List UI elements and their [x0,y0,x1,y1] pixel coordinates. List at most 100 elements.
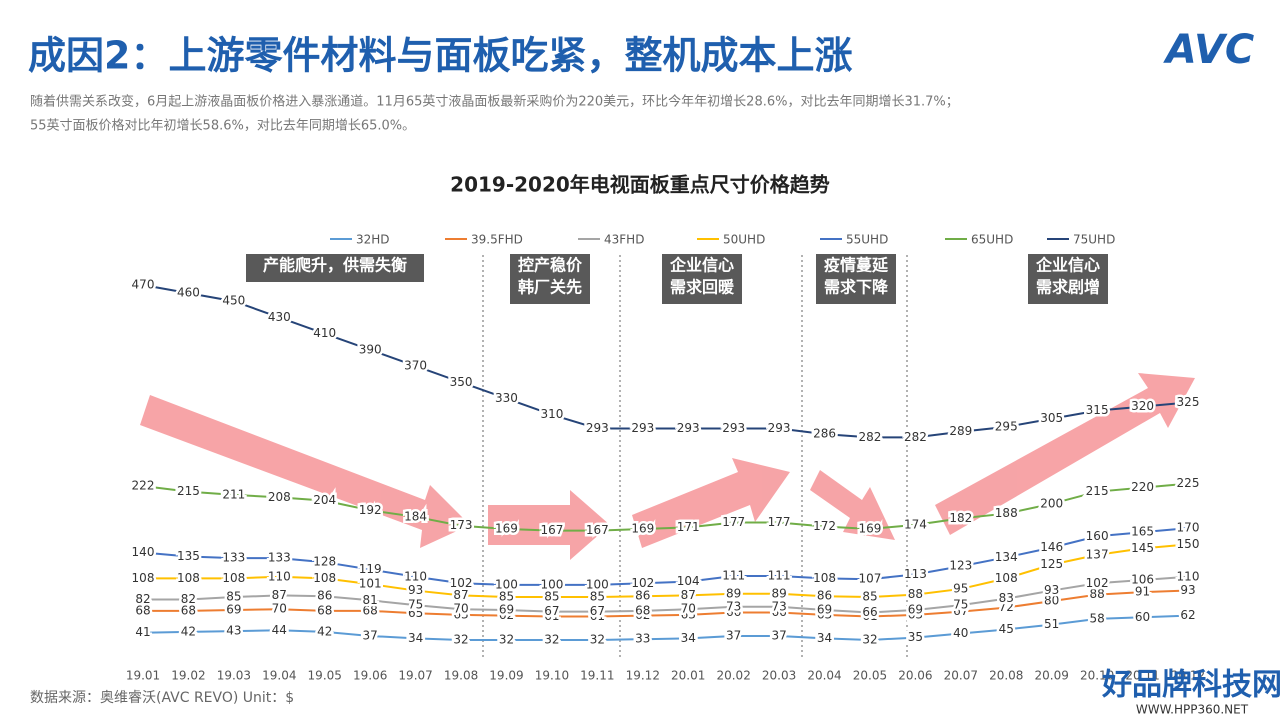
watermark: 好品牌科技网 [1101,668,1280,703]
data-label: 370 [404,359,427,373]
data-label: 325 [1177,395,1200,409]
x-tick-label: 20.03 [762,669,796,683]
data-label: 215 [1086,484,1109,498]
data-label: 85 [544,590,559,604]
data-label: 43 [226,624,241,638]
data-label: 68 [635,603,650,617]
data-label: 35 [908,630,923,644]
data-label: 134 [995,550,1018,564]
data-label: 119 [359,562,382,576]
data-label: 87 [681,588,696,602]
data-label: 42 [181,624,196,638]
data-label: 169 [631,521,654,535]
data-label: 104 [677,574,700,588]
data-label: 85 [862,590,877,604]
data-label: 293 [722,421,745,435]
data-label: 87 [272,588,287,602]
data-label: 111 [768,568,791,582]
data-label: 73 [726,599,741,613]
x-tick-label: 19.02 [171,669,205,683]
data-label: 93 [1180,583,1195,597]
data-label: 110 [1177,569,1200,583]
data-label: 44 [272,623,287,637]
data-label: 123 [949,559,972,573]
subtitle: 55英寸面板价格对比年初增长58.6%，对比去年同期增长65.0%。 [30,118,415,134]
data-label: 106 [1131,573,1154,587]
trend-arrows [140,373,1195,560]
data-label: 88 [908,587,923,601]
x-tick-label: 20.06 [898,669,932,683]
series-line [143,589,1189,618]
data-label: 110 [404,569,427,583]
data-label: 110 [268,569,291,583]
data-label: 171 [677,520,700,534]
data-label: 135 [177,549,200,563]
data-label: 85 [590,590,605,604]
data-label: 125 [1040,557,1063,571]
data-label: 108 [995,571,1018,585]
data-label: 208 [268,490,291,504]
x-tick-label: 20.09 [1035,669,1069,683]
x-tick-label: 19.10 [535,669,569,683]
data-label: 85 [499,590,514,604]
legend-label: 39.5FHD [471,233,523,247]
series-line [143,543,1189,599]
data-label: 133 [222,551,245,565]
x-tick-label: 20.02 [716,669,750,683]
data-label: 102 [631,576,654,590]
x-tick-label: 19.03 [217,669,251,683]
data-label: 211 [222,487,245,501]
data-label: 174 [904,517,927,531]
data-label: 177 [768,515,791,529]
legend-label: 75UHD [1073,233,1115,247]
data-label: 100 [540,577,563,591]
data-label: 286 [813,427,836,441]
data-label: 67 [544,604,559,618]
data-label: 34 [408,631,423,645]
legend-label: 50UHD [723,233,765,247]
data-label: 289 [949,424,972,438]
data-label: 80 [1044,594,1059,608]
data-label: 113 [904,567,927,581]
data-label: 32 [499,633,514,647]
data-label: 40 [953,626,968,640]
annotation-text: 需求下降 [824,278,889,297]
data-label: 65 [408,606,423,620]
series-line [143,575,1189,614]
data-label: 72 [999,600,1014,614]
data-label: 95 [953,581,968,595]
data-label: 192 [359,503,382,517]
data-label: 88 [1089,587,1104,601]
data-label: 133 [268,551,291,565]
data-label: 293 [768,421,791,435]
data-label: 200 [1040,496,1063,510]
data-label: 108 [222,571,245,585]
data-label: 204 [313,493,336,507]
data-label: 69 [908,603,923,617]
annotation-text: 需求剧增 [1036,278,1100,297]
data-label: 100 [495,577,518,591]
data-label: 390 [359,342,382,356]
x-tick-label: 20.12 [1171,669,1205,683]
data-label: 177 [722,515,745,529]
x-tick-label: 19.04 [262,669,296,683]
data-label: 69 [499,603,514,617]
data-label: 293 [677,421,700,435]
data-label: 100 [586,577,609,591]
x-tick-label: 19.12 [626,669,660,683]
watermark-url: WWW.HPP360.NET [1136,703,1249,717]
data-label: 150 [1177,537,1200,551]
data-label: 293 [586,421,609,435]
legend-label: 55UHD [846,233,888,247]
annotation-text: 韩厂关先 [518,278,582,297]
x-tick-label: 20.04 [807,669,841,683]
data-label: 68 [363,603,378,617]
data-label: 93 [408,583,423,597]
data-label: 315 [1086,403,1109,417]
series-line [142,284,1189,439]
data-label: 83 [999,591,1014,605]
annotation-box [816,254,896,304]
data-label: 102 [450,576,473,590]
data-label: 32 [590,633,605,647]
data-label: 293 [631,421,654,435]
